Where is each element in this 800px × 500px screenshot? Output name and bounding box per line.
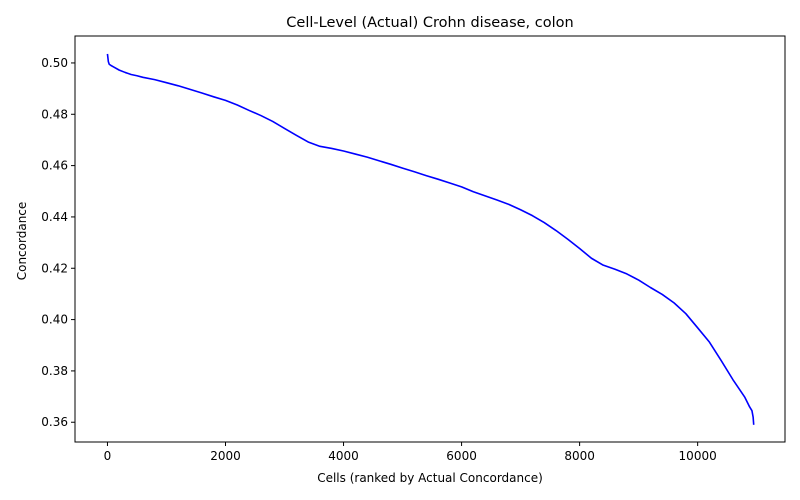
- y-tick-label: 0.36: [41, 415, 68, 429]
- y-tick-label: 0.40: [41, 313, 68, 327]
- y-tick-label: 0.46: [41, 159, 68, 173]
- chart-title: Cell-Level (Actual) Crohn disease, colon: [286, 15, 573, 31]
- x-tick-label: 2000: [210, 449, 241, 463]
- y-tick-label: 0.48: [41, 107, 68, 121]
- x-tick-label: 6000: [446, 449, 477, 463]
- x-tick-label: 10000: [679, 449, 717, 463]
- y-tick-label: 0.38: [41, 364, 68, 378]
- y-tick-label: 0.42: [41, 261, 68, 275]
- x-tick-label: 0: [104, 449, 112, 463]
- axis-ticks: 0 2000 4000 6000 8000 10000 0.36 0.38 0.40 0.42 0.…: [41, 56, 716, 463]
- y-axis-label: Concordance: [15, 202, 29, 281]
- plot-area: [106, 53, 755, 425]
- x-tick-label: 8000: [564, 449, 595, 463]
- y-tick-label: 0.44: [41, 210, 68, 224]
- plot-frame: [74, 35, 786, 443]
- series-line-0: [106, 53, 755, 425]
- x-axis-label: Cells (ranked by Actual Concordance): [317, 471, 543, 485]
- y-tick-label: 0.50: [41, 56, 68, 70]
- x-tick-label: 4000: [328, 449, 359, 463]
